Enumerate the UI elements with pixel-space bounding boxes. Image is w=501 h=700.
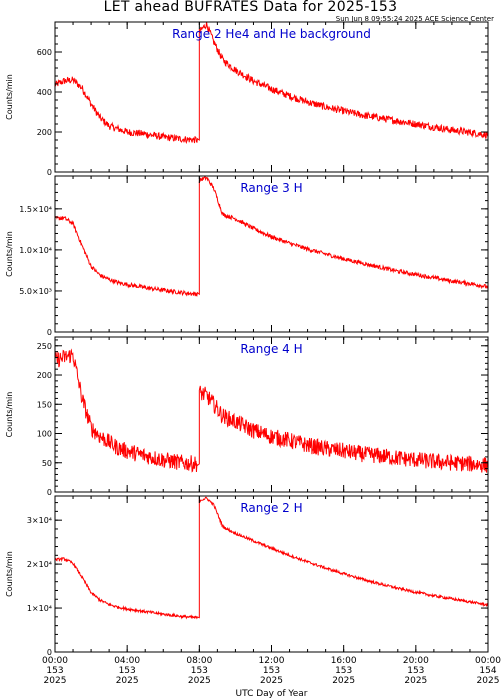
x-tick-year-label: 2025 [404,676,427,686]
y-tick-label: 400 [37,88,52,97]
y-axis-label: Counts/min [5,231,14,277]
y-tick-label: 250 [37,342,52,351]
x-tick-time-label: 04:00 [114,656,140,666]
y-tick-label: 100 [37,430,52,439]
panel-2: 0 5.0×10³ 1.0×10⁴ 1.5×10⁴ Counts/min Range 3 … [5,175,489,337]
x-tick-doy-label: 153 [46,666,63,676]
y-tick-label: 200 [37,371,52,380]
x-tick-time-label: 12:00 [259,656,285,666]
x-tick-doy-label: 154 [479,666,496,676]
panel-4: 0 1×10⁴ 2×10⁴ 3×10⁴ Counts/min Range 2 H [5,495,489,657]
x-tick-doy-label: 153 [263,666,280,676]
panel-frame [54,495,489,653]
panel-frame [54,336,489,493]
series-line [55,176,488,298]
x-tick-year-label: 2025 [44,676,67,686]
panel-label: Range 3 H [240,181,302,195]
x-tick-year-label: 2025 [260,676,283,686]
y-tick-label: 0 [47,328,52,337]
panel-label: Range 2 H [240,501,302,515]
generated-timestamp: Sun Jun 8 09:55:24 2025 ACE Science Cent… [335,15,494,23]
series-line [55,496,488,620]
y-tick-label: 2×10⁴ [27,560,52,569]
y-tick-label: 50 [42,459,52,468]
panel-1: 0 200 400 600 Counts/min Range 2 He4 and He b… [5,21,489,177]
x-axis-label: UTC Day of Year [236,689,308,699]
x-tick-doy-label: 153 [407,666,424,676]
panel-frame [54,175,489,333]
x-tick-doy-label: 153 [119,666,136,676]
y-tick-label: 0 [47,488,52,497]
series-line [55,22,488,145]
y-tick-label: 0 [47,648,52,657]
y-tick-label: 5.0×10³ [19,287,52,296]
x-tick-year-label: 2025 [116,676,139,686]
y-tick-label: 200 [37,128,52,137]
x-axis-labels: 00:00153202504:00153202508:00153202512:0… [42,656,501,699]
y-tick-label: 3×10⁴ [27,516,52,525]
x-tick-time-label: 16:00 [331,656,357,666]
x-tick-time-label: 08:00 [186,656,212,666]
y-tick-label: 1×10⁴ [27,604,52,613]
x-tick-year-label: 2025 [477,676,500,686]
series-line [55,348,488,473]
panel-3: 0 50 100 150 200 250 Counts/min Range 4 H [5,336,489,497]
y-tick-label: 150 [37,400,52,409]
x-tick-year-label: 2025 [188,676,211,686]
panel-label: Range 2 He4 and He background [172,27,371,41]
x-tick-doy-label: 153 [191,666,208,676]
x-tick-time-label: 00:00 [475,656,501,666]
y-axis-label: Counts/min [5,392,14,438]
y-tick-label: 1.5×10⁴ [19,205,52,214]
x-tick-doy-label: 153 [335,666,352,676]
y-axis-label: Counts/min [5,74,14,120]
panel-frame [54,21,489,173]
x-tick-time-label: 20:00 [403,656,429,666]
x-tick-time-label: 00:00 [42,656,68,666]
chart-title: LET ahead BUFRATES Data for 2025-153 [103,0,398,15]
y-tick-label: 0 [47,168,52,177]
x-tick-year-label: 2025 [332,676,355,686]
panel-label: Range 4 H [240,342,302,356]
y-axis-label: Counts/min [5,551,14,597]
y-tick-label: 600 [37,48,52,57]
y-tick-label: 1.0×10⁴ [19,246,52,255]
